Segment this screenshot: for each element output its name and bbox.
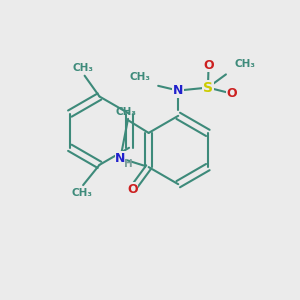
Text: CH₃: CH₃ bbox=[71, 188, 92, 198]
Text: S: S bbox=[203, 81, 213, 94]
Text: CH₃: CH₃ bbox=[235, 59, 256, 69]
Text: CH₃: CH₃ bbox=[73, 63, 94, 73]
Text: O: O bbox=[226, 87, 237, 100]
Text: O: O bbox=[203, 59, 214, 72]
Text: N: N bbox=[173, 84, 183, 97]
Text: CH₃: CH₃ bbox=[130, 72, 151, 82]
Text: O: O bbox=[127, 183, 138, 196]
Text: CH₃: CH₃ bbox=[116, 107, 136, 118]
Text: H: H bbox=[124, 158, 133, 169]
Text: N: N bbox=[115, 152, 126, 165]
